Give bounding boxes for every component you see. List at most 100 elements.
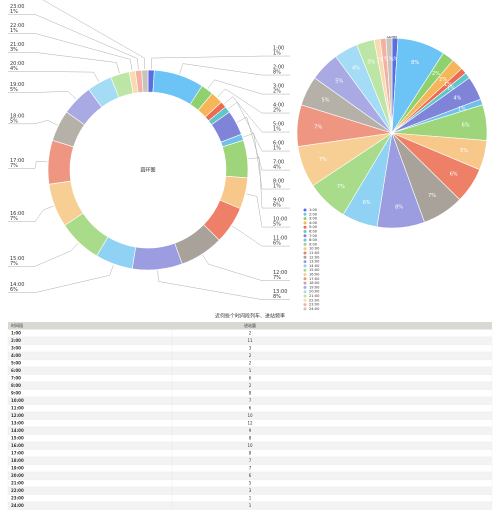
leader-line — [8, 14, 139, 70]
leader-line — [8, 33, 133, 71]
slice-value-label: 7% — [10, 261, 18, 267]
leader-line — [157, 270, 290, 300]
slice-value-label: 7% — [10, 163, 18, 169]
slice-value-label: 6% — [10, 287, 18, 293]
table-cell: 12 — [247, 420, 253, 425]
donut-slice — [141, 69, 149, 93]
legend-marker — [303, 234, 307, 238]
table-cell: 7 — [249, 465, 252, 470]
legend-marker — [303, 298, 307, 302]
leader-line — [8, 52, 120, 74]
slice-label: 10:00 — [273, 217, 287, 223]
slice-value-label: 1% — [444, 82, 452, 88]
table-cell: 2:00 — [11, 338, 21, 343]
slice-value-label: 6% — [462, 122, 470, 128]
legend-marker — [303, 268, 307, 272]
leader-line — [248, 157, 290, 209]
legend-label: 21:00 — [309, 294, 320, 298]
slice-value-label: 6% — [273, 203, 281, 209]
donut-slice — [47, 139, 74, 185]
table-cell: 17:00 — [11, 450, 24, 455]
legend-label: 4:00 — [309, 221, 318, 225]
table-cell: 10 — [247, 413, 253, 418]
slice-value-label: 6% — [450, 172, 458, 178]
slice-value-label: 5% — [10, 118, 18, 124]
table-cell: 7 — [249, 398, 252, 403]
table-cell: 22:00 — [11, 488, 24, 493]
leader-line — [8, 71, 100, 82]
leader-line — [246, 193, 290, 228]
slice-value-label: 2% — [273, 108, 281, 114]
slice-value-label: 5% — [460, 148, 468, 154]
leader-line — [8, 91, 77, 100]
slice-value-label: 1% — [273, 51, 281, 57]
legend-label: 20:00 — [309, 290, 320, 294]
slice-value-label: 2% — [273, 89, 281, 95]
legend-label: 2:00 — [309, 212, 318, 216]
table-cell: 11 — [247, 338, 253, 343]
slice-label: 15:00 — [10, 256, 24, 262]
slice-value-label: 1% — [381, 57, 389, 63]
slice-label: 6:00 — [273, 141, 284, 147]
table-header: 进站量 — [244, 322, 256, 328]
slice-label: 2:00 — [273, 65, 284, 71]
leader-line — [8, 205, 54, 222]
table-cell: 21:00 — [11, 480, 24, 485]
table-header-bg — [8, 322, 492, 330]
legend-marker — [303, 255, 307, 259]
leader-line — [224, 96, 290, 133]
slice-value-label: 8% — [411, 60, 419, 66]
slice-label: 18:00 — [10, 113, 24, 119]
legend-marker — [303, 221, 307, 225]
legend-marker — [303, 242, 307, 246]
table-cell: 3 — [249, 488, 252, 493]
legend-label: 13:00 — [309, 260, 320, 264]
table-cell: 8 — [249, 450, 252, 455]
legend-label: 6:00 — [309, 230, 318, 234]
slice-value-label: 1% — [458, 106, 466, 112]
slice-value-label: 1% — [10, 9, 18, 15]
slice-value-label: 5% — [322, 98, 330, 104]
legend-label: 5:00 — [309, 225, 318, 229]
table-cell: 8:00 — [11, 383, 21, 388]
slice-label: 9:00 — [273, 198, 284, 204]
legend-label: 24:00 — [309, 307, 320, 311]
leader-line — [217, 88, 290, 114]
table-cell: 4:00 — [11, 353, 21, 358]
slice-value-label: 2% — [439, 77, 447, 83]
slice-label: 16:00 — [10, 211, 24, 217]
slice-label: 13:00 — [273, 289, 287, 295]
table-header: 时间段 — [11, 322, 23, 328]
slice-value-label: 7% — [273, 275, 281, 281]
leader-line — [207, 79, 290, 95]
slice-value-label: 8% — [273, 294, 281, 300]
table-cell: 2 — [249, 330, 252, 335]
legend-marker — [303, 230, 307, 233]
slice-value-label: 7% — [319, 157, 327, 163]
table-cell: 2 — [249, 353, 252, 358]
slice-label: 12:00 — [273, 270, 287, 276]
legend-label: 1:00 — [309, 208, 318, 212]
table-cell: 1 — [249, 495, 252, 500]
legend-marker — [303, 260, 307, 264]
leader-line — [8, 264, 114, 293]
table-cell: 19:00 — [11, 465, 24, 470]
legend-label: 12:00 — [309, 255, 320, 259]
slice-label: 7:00 — [273, 160, 284, 166]
pie-slice — [385, 37, 393, 134]
slice-value-label: 4% — [453, 96, 461, 102]
slice-label: 22:00 — [10, 23, 24, 29]
table-cell: 11:00 — [11, 405, 24, 410]
table-cell: 20:00 — [11, 473, 24, 478]
legend-label: 17:00 — [309, 277, 320, 281]
table-cell: 16:00 — [11, 443, 24, 448]
leader-line — [231, 225, 290, 247]
slice-value-label: 4% — [352, 66, 360, 72]
table-cell: 13:00 — [11, 420, 24, 425]
slice-label: 21:00 — [10, 42, 24, 48]
table-cell: 6:00 — [11, 368, 21, 373]
table-cell: 2 — [249, 383, 252, 388]
slice-value-label: 5% — [10, 87, 18, 93]
slice-label: 1:00 — [273, 46, 284, 52]
leader-line — [243, 133, 290, 190]
